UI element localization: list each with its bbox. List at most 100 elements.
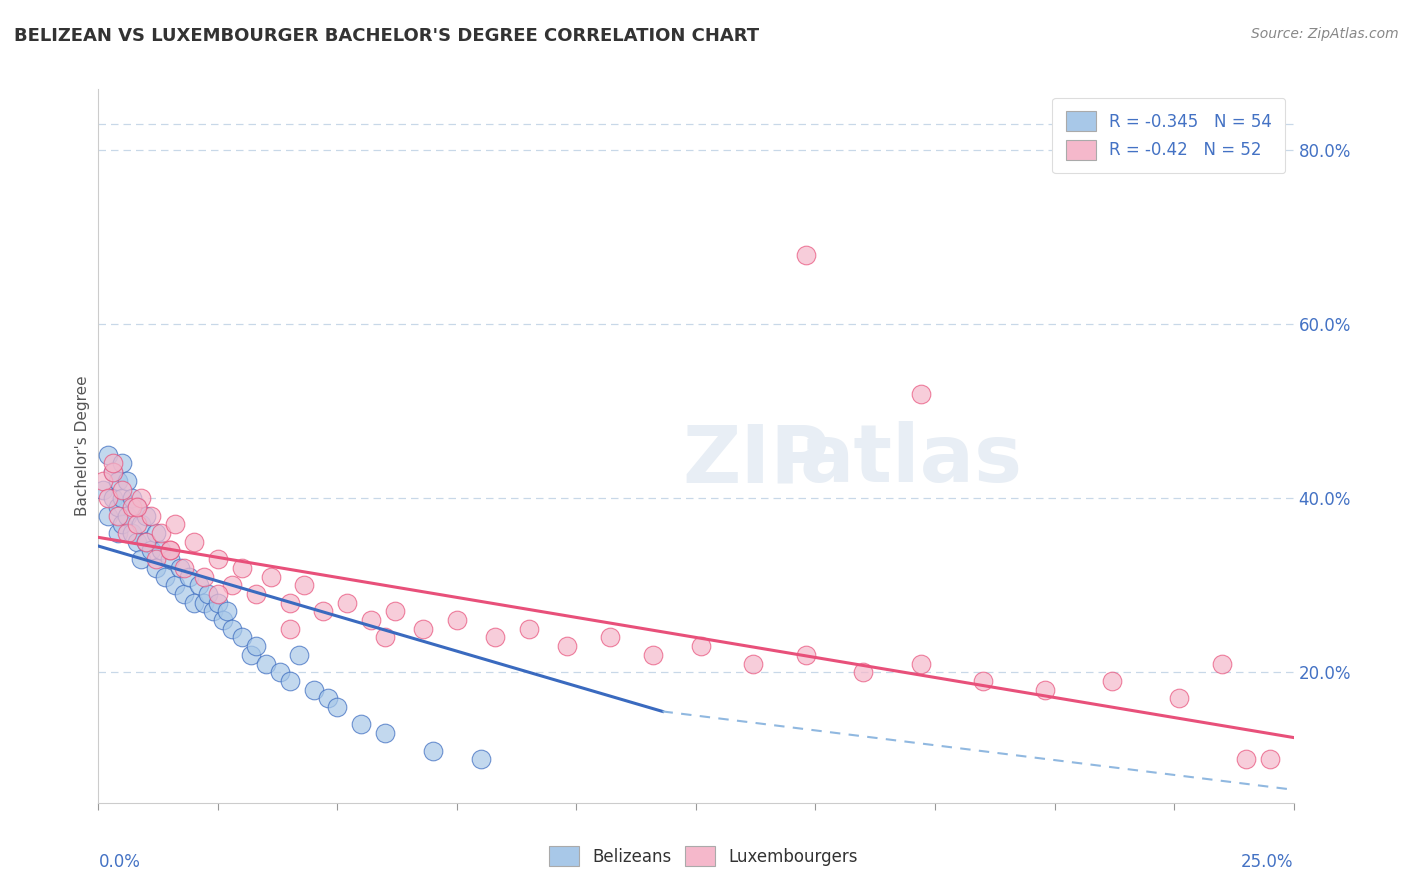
Point [131, 491, 153, 506]
Point [125, 534, 148, 549]
Legend: Belizeans, Luxembourgers: Belizeans, Luxembourgers [540, 838, 866, 875]
Point [599, 631, 621, 645]
Point [269, 665, 291, 680]
Point [245, 587, 267, 601]
Point [159, 552, 181, 566]
Point [163, 517, 186, 532]
Point [179, 569, 201, 583]
Point [336, 596, 359, 610]
Point [259, 569, 281, 583]
Point [145, 526, 167, 541]
Text: 0.0%: 0.0% [98, 853, 141, 871]
Point [852, 665, 875, 680]
Point [1211, 657, 1233, 671]
Point [794, 247, 817, 261]
Point [159, 543, 181, 558]
Text: Source: ZipAtlas.com: Source: ZipAtlas.com [1251, 27, 1399, 41]
Point [121, 491, 143, 506]
Point [111, 491, 134, 506]
Point [689, 639, 711, 653]
Point [97, 508, 120, 523]
Point [794, 648, 817, 662]
Text: atlas: atlas [800, 421, 1022, 500]
Point [125, 500, 148, 514]
Point [107, 500, 129, 514]
Point [374, 726, 396, 740]
Point [1234, 752, 1257, 766]
Point [139, 543, 162, 558]
Point [187, 578, 209, 592]
Point [1167, 691, 1189, 706]
Point [312, 604, 335, 618]
Point [183, 596, 205, 610]
Point [641, 648, 664, 662]
Point [517, 622, 540, 636]
Point [1258, 752, 1281, 766]
Point [111, 457, 134, 471]
Point [91, 483, 114, 497]
Point [360, 613, 382, 627]
Point [470, 752, 492, 766]
Point [101, 465, 124, 479]
Point [910, 657, 932, 671]
Point [221, 578, 243, 592]
Point [125, 500, 148, 514]
Legend: R = -0.345   N = 54, R = -0.42   N = 52: R = -0.345 N = 54, R = -0.42 N = 52 [1052, 97, 1285, 173]
Point [193, 596, 215, 610]
Point [97, 448, 120, 462]
Point [374, 631, 396, 645]
Point [384, 604, 406, 618]
Point [139, 508, 162, 523]
Point [149, 543, 172, 558]
Point [121, 500, 143, 514]
Point [101, 457, 124, 471]
Point [316, 691, 339, 706]
Point [107, 526, 129, 541]
Text: BELIZEAN VS LUXEMBOURGER BACHELOR'S DEGREE CORRELATION CHART: BELIZEAN VS LUXEMBOURGER BACHELOR'S DEGR… [14, 27, 759, 45]
Point [131, 517, 153, 532]
Point [169, 561, 191, 575]
Point [555, 639, 578, 653]
Point [183, 534, 205, 549]
Point [173, 587, 195, 601]
Point [221, 622, 243, 636]
Point [446, 613, 468, 627]
Point [135, 534, 157, 549]
Point [231, 631, 253, 645]
Point [121, 526, 143, 541]
Point [302, 682, 325, 697]
Point [125, 517, 148, 532]
Point [292, 578, 315, 592]
Point [202, 604, 225, 618]
Point [115, 508, 138, 523]
Point [278, 673, 301, 688]
Point [240, 648, 263, 662]
Point [131, 552, 153, 566]
Point [231, 561, 253, 575]
Point [107, 508, 129, 523]
Point [245, 639, 267, 653]
Point [207, 596, 229, 610]
Point [207, 552, 229, 566]
Point [350, 717, 373, 731]
Point [484, 631, 506, 645]
Point [326, 700, 349, 714]
Point [101, 465, 124, 479]
Point [173, 561, 195, 575]
Point [217, 604, 239, 618]
Point [278, 622, 301, 636]
Point [111, 483, 134, 497]
Y-axis label: Bachelor's Degree: Bachelor's Degree [75, 376, 90, 516]
Point [288, 648, 311, 662]
Point [107, 474, 129, 488]
Point [115, 474, 138, 488]
Point [742, 657, 765, 671]
Point [135, 508, 157, 523]
Point [254, 657, 277, 671]
Point [1033, 682, 1056, 697]
Point [145, 552, 167, 566]
Point [193, 569, 215, 583]
Point [91, 474, 114, 488]
Point [910, 386, 932, 401]
Point [155, 569, 177, 583]
